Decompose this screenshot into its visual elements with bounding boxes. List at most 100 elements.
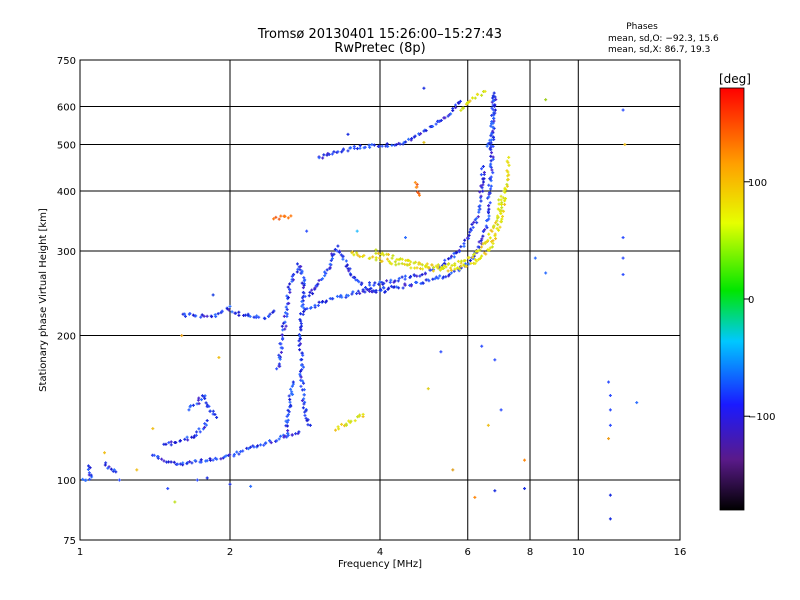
trace-point-o [243, 313, 247, 317]
scatter-point [173, 500, 177, 504]
scatter-point [422, 140, 426, 144]
trace-point-x [440, 265, 444, 269]
trace-point-o [264, 441, 268, 445]
trace-point-o [372, 289, 376, 293]
trace-point-o [476, 245, 480, 249]
trace-point-o [300, 358, 304, 362]
trace-point-x [473, 96, 477, 100]
trace-point-x [356, 253, 360, 257]
scatter-point [533, 256, 537, 260]
trace-point-x [473, 252, 477, 256]
scatter-point [608, 423, 612, 427]
trace-point-o [351, 290, 355, 294]
trace-point-o [169, 443, 173, 447]
scatter-point [493, 358, 497, 362]
trace-point-o [205, 419, 209, 423]
trace-point-o [288, 397, 292, 401]
trace-point-x [432, 266, 436, 270]
trace-point-o [296, 432, 300, 436]
trace-point-x [505, 182, 509, 186]
trace-point-o [169, 440, 173, 444]
trace-point-o [475, 221, 479, 225]
x-tick-label: 1 [77, 547, 83, 558]
trace-point-o [359, 283, 363, 287]
trace-point-x [439, 267, 443, 271]
trace-point-o [489, 175, 493, 179]
trace-point-o [385, 142, 389, 146]
trace-point-o [285, 294, 289, 298]
trace-point-o [462, 244, 466, 248]
trace-point-o [472, 220, 476, 224]
trace-point-x [408, 262, 412, 266]
stats-o-mode: mean, sd,O: −92.3, 15.6 [608, 34, 719, 44]
trace-point-x [496, 223, 500, 227]
trace-point-o [181, 461, 185, 465]
trace-point-x [487, 232, 491, 236]
trace-point-o [349, 273, 353, 277]
trace-point-o [363, 145, 367, 149]
trace-point-o [489, 134, 493, 138]
trace-point-o [488, 191, 492, 195]
x-tick-label: 6 [465, 547, 471, 558]
trace-point-o [449, 112, 453, 116]
trace-point-o [409, 274, 413, 278]
trace-point-o [491, 96, 495, 100]
scatter-point [608, 517, 612, 521]
trace-point-x [506, 177, 510, 181]
trace-point-x [442, 264, 446, 268]
trace-point-o [481, 164, 485, 168]
trace-point-o [301, 296, 305, 300]
trace-point-o [279, 342, 283, 346]
trace-point-x [476, 93, 480, 97]
x-tick-label: 2 [227, 547, 233, 558]
trace-point-o [286, 413, 290, 417]
trace-point-o [208, 409, 212, 413]
trace-point-o [306, 423, 310, 427]
trace-point-o [272, 309, 276, 313]
trace-point-o [155, 455, 159, 459]
trace-point-x [492, 224, 496, 228]
trace-point-x [489, 228, 493, 232]
scatter-point [621, 256, 625, 260]
trace-point-o [485, 144, 489, 148]
trace-point-x [397, 262, 401, 266]
trace-point-o [300, 281, 304, 285]
trace-point-o [205, 314, 209, 318]
trace-point-o [431, 124, 435, 128]
trace-point-x [480, 93, 484, 97]
trace-point-x [361, 412, 365, 416]
trace-point-o [477, 240, 481, 244]
trace-point-x [349, 419, 353, 423]
scatter-point [473, 495, 477, 499]
trace-point-o [491, 121, 495, 125]
trace-point-o [488, 177, 492, 181]
trace-point-o [194, 314, 198, 318]
trace-point-o [299, 375, 303, 379]
trace-point-mixed [286, 216, 290, 220]
trace-point-x [446, 269, 450, 273]
scatter-point [451, 468, 455, 472]
x-tick-label: 4 [377, 547, 383, 558]
scatter-point [608, 408, 612, 412]
trace-point-o [487, 217, 491, 221]
scatter-point [608, 394, 612, 398]
scatter-point [499, 408, 503, 412]
trace-point-mixed [272, 217, 276, 221]
trace-point-x [336, 425, 340, 429]
trace-point-o [257, 315, 261, 319]
trace-point-x [425, 262, 429, 266]
trace-point-o [186, 438, 190, 442]
trace-point-o [220, 309, 224, 313]
trace-point-o [230, 310, 234, 314]
trace-point-o [291, 380, 295, 384]
trace-point-o [488, 201, 492, 205]
trace-point-x [507, 173, 511, 177]
trace-point-o [283, 327, 287, 331]
trace-point-o [339, 293, 343, 297]
trace-point-o [302, 397, 306, 401]
scatter-point [228, 304, 232, 308]
trace-point-x [478, 256, 482, 260]
trace-point-x [478, 248, 482, 252]
trace-point-x [371, 255, 375, 259]
trace-point-o [494, 98, 498, 102]
